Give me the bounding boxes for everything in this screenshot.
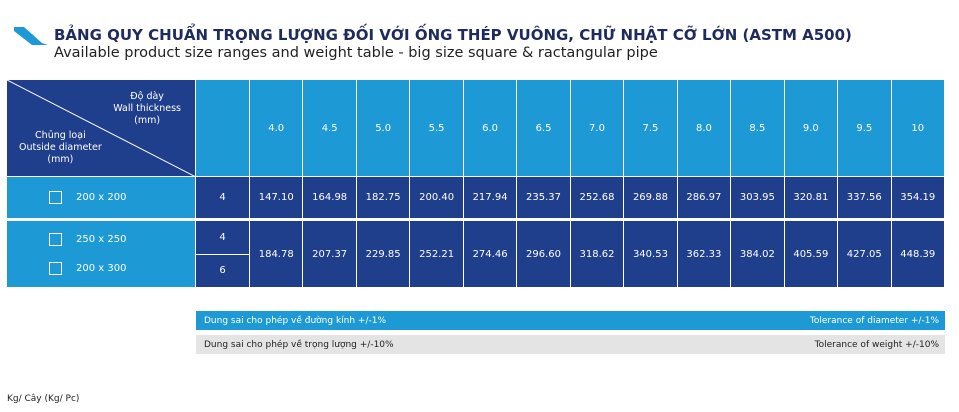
title: BẢNG QUY CHUẨN TRỌNG LƯỢNG ĐỐI VỚI ỐNG T… — [54, 26, 852, 44]
thickness-header: 9.0 — [784, 80, 839, 177]
weight-cell: 384.02 — [731, 221, 785, 288]
tolerance-en: Tolerance of diameter +/-1% — [809, 315, 939, 326]
tolerance-vi: Dung sai cho phép về trọng lượng +/-10% — [204, 339, 394, 350]
thickness-header: 9.5 — [838, 80, 892, 177]
count-cell: 4 — [196, 177, 250, 219]
weight-cell: 147.10 — [250, 177, 304, 219]
weight-cell: 274.46 — [463, 221, 518, 288]
size-cell: 250 x 250 200 x 300 — [7, 221, 196, 288]
thickness-en: Wall thickness — [113, 103, 181, 114]
diameter-unit: (mm) — [47, 154, 74, 165]
weight-table: Độ dày Wall thickness (mm) Chủng loại Ou… — [7, 80, 945, 288]
tolerance-bar: Dung sai cho phép về đường kính +/-1% Tol… — [196, 311, 945, 330]
subtitle: Available product size ranges and weight… — [54, 45, 658, 61]
weight-cell: 286.97 — [677, 177, 732, 219]
thickness-header: 6.0 — [463, 80, 518, 177]
size-label: 250 x 250 — [76, 233, 127, 245]
thickness-header: 7.5 — [624, 80, 678, 177]
weight-cell: 217.94 — [463, 177, 518, 219]
corner-thickness: Độ dày Wall thickness (mm) — [113, 91, 181, 127]
size-label: 200 x 200 — [76, 192, 127, 203]
weight-cell: 252.21 — [410, 221, 464, 288]
count-cell: 6 — [196, 254, 250, 288]
title-icon — [14, 27, 48, 45]
weight-cell: 303.95 — [731, 177, 785, 219]
tolerance-vi: Dung sai cho phép về đường kính +/-1% — [204, 315, 387, 326]
size-row: 250 x 250 — [49, 225, 126, 255]
weight-cell: 235.37 — [517, 177, 571, 219]
count-cell: 4 — [196, 221, 250, 255]
thickness-vi: Độ dày — [130, 91, 164, 102]
weight-cell: 200.40 — [410, 177, 464, 219]
weight-cell: 229.85 — [356, 221, 411, 288]
weight-cell: 269.88 — [624, 177, 678, 219]
size-label: 200 x 300 — [76, 263, 127, 275]
unit-note: Kg/ Cây (Kg/ Pc) — [7, 394, 80, 404]
weight-cell: 318.62 — [570, 221, 625, 288]
diameter-vi: Chủng loại — [35, 130, 86, 141]
thickness-header: 4.5 — [303, 80, 357, 177]
weight-cell: 362.33 — [677, 221, 732, 288]
weight-cell: 184.78 — [250, 221, 304, 288]
weight-cell: 164.98 — [303, 177, 357, 219]
corner-cell: Độ dày Wall thickness (mm) Chủng loại Ou… — [7, 80, 196, 177]
checkbox — [49, 262, 62, 276]
thickness-header: 8.0 — [677, 80, 732, 177]
checkbox — [49, 232, 62, 246]
thickness-unit: (mm) — [134, 115, 161, 126]
corner-diagonal — [7, 80, 196, 177]
weight-cell: 340.53 — [624, 221, 678, 288]
size-cell: 200 x 200 — [7, 177, 196, 219]
size-row: 200 x 300 — [49, 254, 126, 284]
weight-cell: 296.60 — [517, 221, 571, 288]
thickness-header: 10 — [891, 80, 945, 177]
thickness-header: 4.0 — [250, 80, 304, 177]
weight-cell: 448.39 — [891, 221, 945, 288]
weight-cell: 427.05 — [838, 221, 892, 288]
diameter-en: Outside diameter — [19, 142, 102, 153]
size-row: 200 x 200 — [49, 179, 126, 217]
tolerance-en: Tolerance of weight +/-10% — [814, 339, 939, 350]
thickness-header: 5.5 — [410, 80, 464, 177]
count-header — [196, 80, 250, 177]
corner-diameter: Chủng loại Outside diameter (mm) — [19, 130, 102, 166]
thickness-header: 8.5 — [731, 80, 785, 177]
thickness-header: 7.0 — [570, 80, 625, 177]
weight-cell: 207.37 — [303, 221, 357, 288]
weight-cell: 182.75 — [356, 177, 411, 219]
weight-cell: 354.19 — [891, 177, 945, 219]
weight-cell: 337.56 — [838, 177, 892, 219]
weight-cell: 252.68 — [570, 177, 625, 219]
checkbox — [49, 191, 62, 204]
thickness-header: 6.5 — [517, 80, 571, 177]
weight-cell: 405.59 — [784, 221, 839, 288]
weight-cell: 320.81 — [784, 177, 839, 219]
thickness-header: 5.0 — [356, 80, 411, 177]
tolerance-bar: Dung sai cho phép về trọng lượng +/-10% T… — [196, 335, 945, 354]
